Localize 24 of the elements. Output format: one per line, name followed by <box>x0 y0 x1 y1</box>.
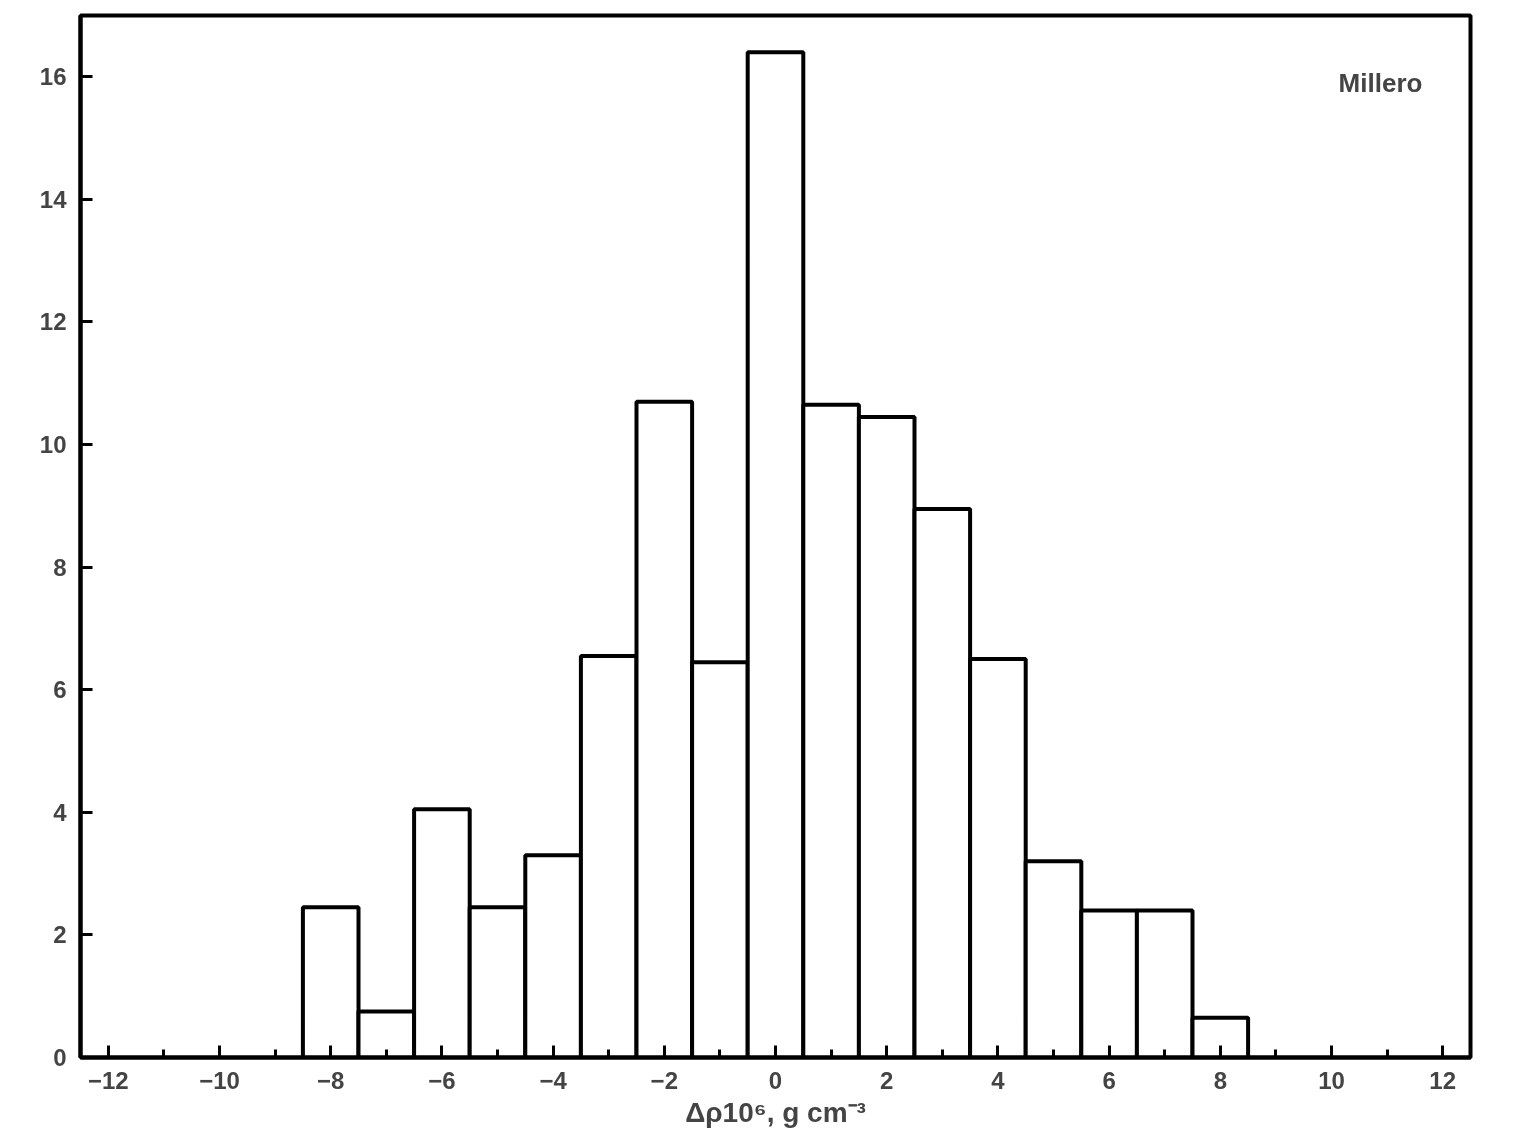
x-tick-label: 10 <box>1318 1066 1345 1094</box>
x-tick-label: 8 <box>1213 1066 1227 1094</box>
x-axis-title: Δρ10⁶, g cm⁻³ <box>685 1096 866 1128</box>
x-tick-label: −8 <box>317 1066 345 1094</box>
y-tick-label: 4 <box>53 798 68 826</box>
y-tick-label: 0 <box>53 1044 67 1071</box>
y-tick-label: 2 <box>53 921 67 949</box>
y-tick-label: 8 <box>53 553 67 581</box>
x-tick-label: −2 <box>650 1066 678 1094</box>
y-tick-label: 12 <box>39 308 67 336</box>
x-tick-label: −6 <box>428 1066 456 1094</box>
annotation: Millero <box>1338 67 1423 98</box>
y-tick-label: 10 <box>39 431 67 459</box>
y-tick-label: 6 <box>53 676 67 704</box>
x-tick-label: −12 <box>87 1066 129 1094</box>
x-tick-label: 2 <box>880 1066 894 1094</box>
x-tick-label: 0 <box>768 1066 783 1094</box>
x-tick-label: 6 <box>1102 1066 1116 1094</box>
x-tick-label: −4 <box>539 1066 568 1094</box>
x-tick-label: 4 <box>991 1066 1006 1094</box>
y-tick-label: 16 <box>39 63 67 91</box>
y-tick-label: 14 <box>39 185 68 213</box>
x-tick-label: 12 <box>1429 1066 1457 1094</box>
x-tick-label: −10 <box>199 1066 240 1094</box>
